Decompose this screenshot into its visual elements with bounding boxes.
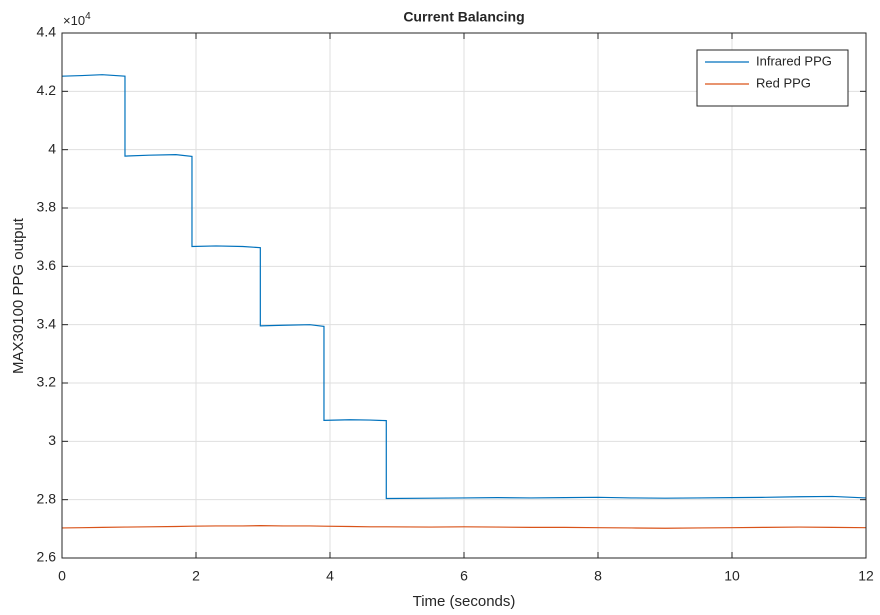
x-tick-label: 12 [858,568,874,584]
x-axis-label: Time (seconds) [413,593,516,610]
x-tick-label: 10 [724,568,740,584]
chart-title: Current Balancing [403,9,524,25]
y-tick-label: 3.6 [37,257,57,273]
y-exponent-base: ×10 [63,13,85,28]
x-tick-label: 4 [326,568,334,584]
x-tick-label: 8 [594,568,602,584]
axes-box [61,32,867,559]
y-exponent: ×104 [63,11,91,29]
y-tick-label: 4.4 [37,24,57,40]
y-tick-label: 3.2 [37,374,57,390]
y-tick-label: 4 [48,140,56,156]
legend-box [696,49,849,107]
data-line [61,74,867,500]
legend-label: Red PPG [756,75,811,90]
y-tick-label: 3.8 [37,199,57,215]
data-line [61,525,867,529]
x-tick-label: 0 [58,568,66,584]
x-tick-label: 2 [192,568,200,584]
legend-label: Infrared PPG [756,53,832,68]
x-tick-label: 6 [460,568,468,584]
y-tick-label: 4.2 [37,82,57,98]
y-axis-label: MAX30100 PPG output [10,217,27,374]
y-tick-label: 2.6 [37,549,57,565]
y-tick-label: 2.8 [37,490,57,506]
y-tick-label: 3 [48,432,56,448]
y-exponent-power: 4 [85,11,91,22]
y-tick-label: 3.4 [37,315,57,331]
